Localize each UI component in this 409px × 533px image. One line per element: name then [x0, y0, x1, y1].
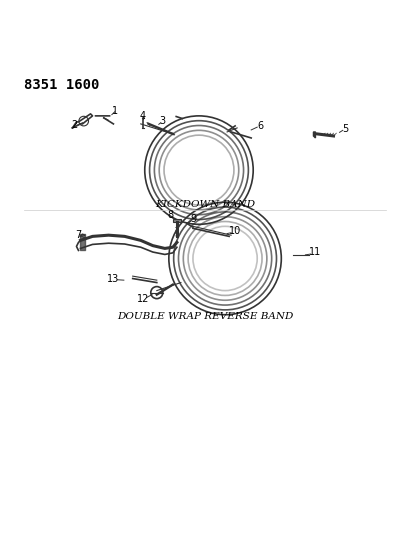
Polygon shape	[313, 132, 315, 138]
Text: 9: 9	[190, 214, 196, 224]
Text: 6: 6	[257, 121, 263, 131]
Text: 12: 12	[136, 294, 148, 304]
Text: 8: 8	[167, 210, 173, 220]
Text: 1: 1	[111, 106, 117, 116]
Text: 7: 7	[75, 230, 81, 240]
Text: 4: 4	[139, 111, 146, 121]
Text: 13: 13	[106, 274, 119, 284]
Text: DOUBLE WRAP REVERSE BAND: DOUBLE WRAP REVERSE BAND	[117, 312, 292, 321]
Polygon shape	[173, 219, 180, 222]
Text: 5: 5	[342, 124, 348, 134]
Text: 2: 2	[71, 120, 77, 130]
Text: 8351 1600: 8351 1600	[24, 78, 99, 92]
Text: KICKDOWN BAND: KICKDOWN BAND	[155, 200, 254, 209]
Text: 10: 10	[229, 226, 240, 236]
Text: 3: 3	[160, 116, 166, 126]
Text: 11: 11	[308, 247, 321, 257]
